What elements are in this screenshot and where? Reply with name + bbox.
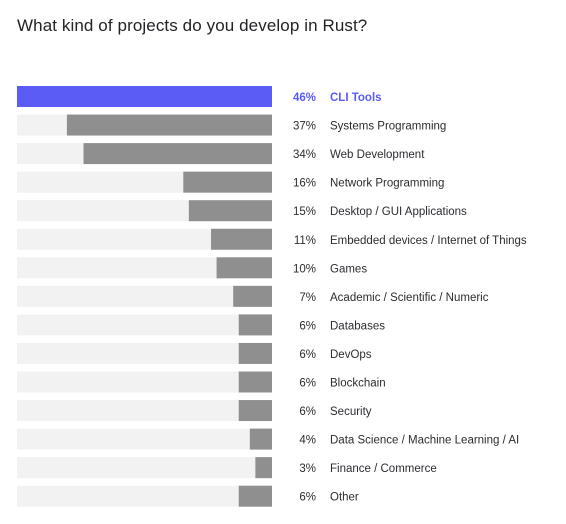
value-label-data-science-machine-learning-ai: 4% <box>299 435 316 447</box>
bar-row-systems-programming: 37% Systems Programming <box>17 114 446 136</box>
bar-data-science-machine-learning-ai <box>249 428 272 450</box>
category-label-games: Games <box>330 263 367 275</box>
value-label-cli-tools: 46% <box>293 92 316 104</box>
bar-cli-tools <box>17 86 272 107</box>
bar-row-embedded-devices-internet-of-things: 11% Embedded devices / Internet of Things <box>17 228 527 250</box>
category-label-embedded-devices-internet-of-things: Embedded devices / Internet of Things <box>330 235 527 247</box>
bar-row-cli-tools: 46% CLI Tools <box>17 86 382 107</box>
value-label-embedded-devices-internet-of-things: 11% <box>294 235 316 247</box>
bar-track-blockchain <box>17 371 272 393</box>
bar-security <box>238 400 272 422</box>
bar-row-security: 6% Security <box>17 400 372 422</box>
category-label-databases: Databases <box>330 320 385 332</box>
chart-title: What kind of projects do you develop in … <box>17 16 368 35</box>
value-label-other: 6% <box>299 492 316 504</box>
bar-row-data-science-machine-learning-ai: 4% Data Science / Machine Learning / AI <box>17 428 519 450</box>
bar-row-desktop-gui-applications: 15% Desktop / GUI Applications <box>17 200 467 222</box>
bar-games <box>216 257 272 279</box>
bar-row-academic-scientific-numeric: 7% Academic / Scientific / Numeric <box>17 285 489 307</box>
category-label-network-programming: Network Programming <box>330 178 444 190</box>
bar-other <box>238 485 272 507</box>
bar-row-other: 6% Other <box>17 485 359 507</box>
category-label-security: Security <box>330 406 372 418</box>
value-label-finance-commerce: 3% <box>299 463 316 475</box>
bar-finance-commerce <box>255 457 272 479</box>
bar-devops <box>238 342 272 364</box>
value-label-games: 10% <box>293 263 316 275</box>
bar-academic-scientific-numeric <box>233 285 272 307</box>
bar-row-finance-commerce: 3% Finance / Commerce <box>17 457 437 479</box>
category-label-blockchain: Blockchain <box>330 378 386 390</box>
bar-row-databases: 6% Databases <box>17 314 385 336</box>
value-label-network-programming: 16% <box>293 178 316 190</box>
category-label-other: Other <box>330 492 359 504</box>
bar-row-devops: 6% DevOps <box>17 342 372 364</box>
bar-embedded-devices-internet-of-things <box>211 228 272 250</box>
bar-row-network-programming: 16% Network Programming <box>17 171 444 193</box>
category-label-finance-commerce: Finance / Commerce <box>330 463 437 475</box>
value-label-databases: 6% <box>299 320 316 332</box>
category-label-academic-scientific-numeric: Academic / Scientific / Numeric <box>330 292 489 304</box>
bar-web-development <box>83 143 273 165</box>
bar-databases <box>238 314 272 336</box>
bar-systems-programming <box>66 114 273 136</box>
bar-track-security <box>17 400 272 422</box>
bar-track-data-science-machine-learning-ai <box>17 428 272 450</box>
category-label-cli-tools: CLI Tools <box>330 92 382 104</box>
value-label-blockchain: 6% <box>299 378 316 390</box>
value-label-web-development: 34% <box>293 149 316 161</box>
bar-track-databases <box>17 314 272 336</box>
category-label-systems-programming: Systems Programming <box>330 121 446 133</box>
bar-track-other <box>17 485 272 507</box>
bar-row-blockchain: 6% Blockchain <box>17 371 386 393</box>
value-label-security: 6% <box>299 406 316 418</box>
bar-track-academic-scientific-numeric <box>17 285 272 307</box>
bar-row-games: 10% Games <box>17 257 367 279</box>
category-label-desktop-gui-applications: Desktop / GUI Applications <box>330 206 467 218</box>
bar-network-programming <box>183 171 272 193</box>
bar-track-embedded-devices-internet-of-things <box>17 228 272 250</box>
bar-row-web-development: 34% Web Development <box>17 143 425 165</box>
bar-blockchain <box>238 371 272 393</box>
value-label-systems-programming: 37% <box>293 121 316 133</box>
value-label-devops: 6% <box>299 349 316 361</box>
bar-track-finance-commerce <box>17 457 272 479</box>
category-label-web-development: Web Development <box>330 149 425 161</box>
bar-track-games <box>17 257 272 279</box>
category-label-data-science-machine-learning-ai: Data Science / Machine Learning / AI <box>330 435 519 447</box>
value-label-desktop-gui-applications: 15% <box>293 206 316 218</box>
bar-desktop-gui-applications <box>188 200 272 222</box>
value-label-academic-scientific-numeric: 7% <box>299 292 316 304</box>
bar-track-devops <box>17 342 272 364</box>
category-label-devops: DevOps <box>330 349 372 361</box>
